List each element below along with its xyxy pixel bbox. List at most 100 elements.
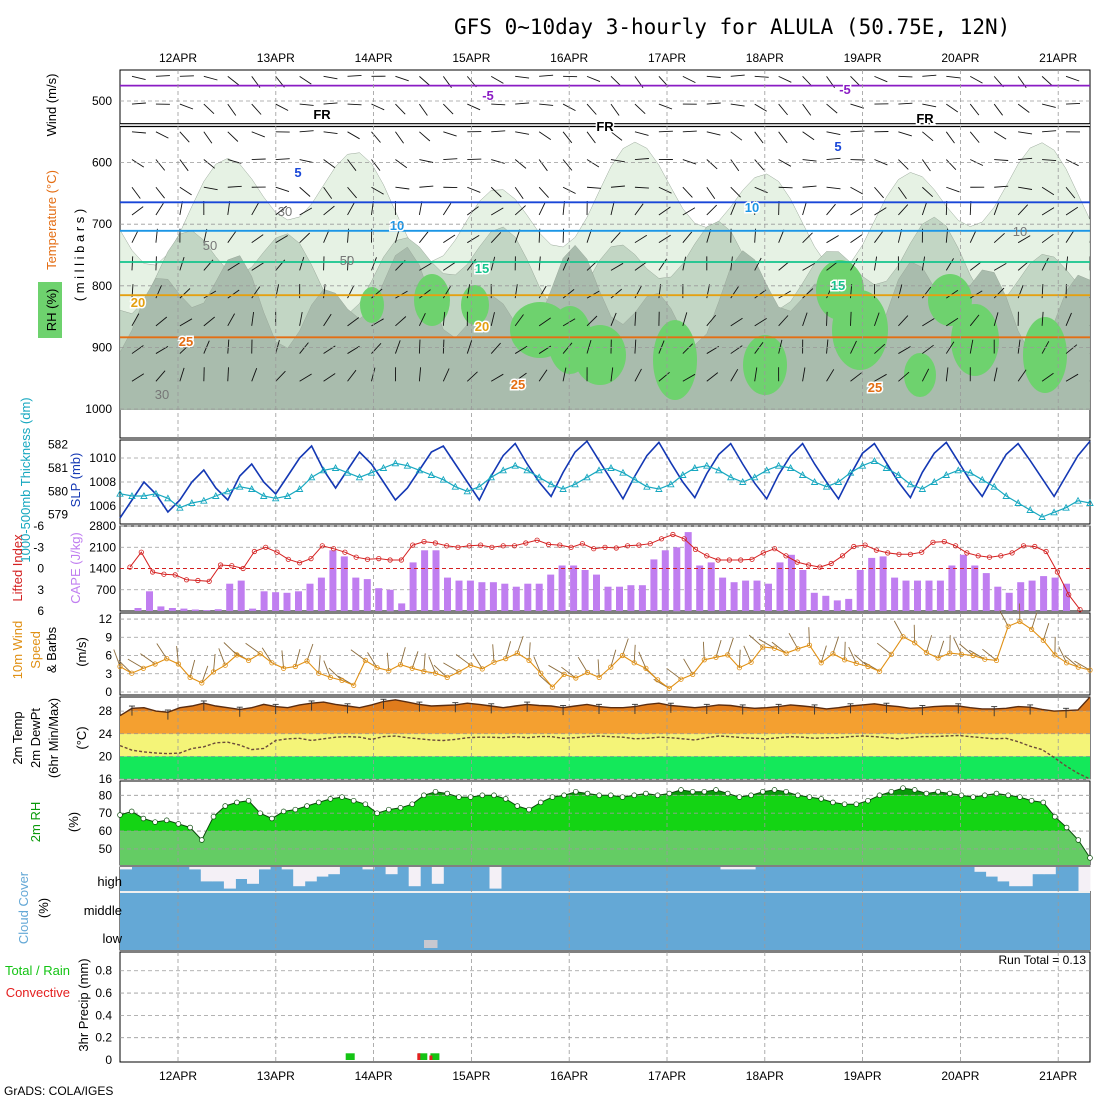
lifted-index-point xyxy=(975,553,981,559)
bottom-date-label: 15APR xyxy=(452,1069,490,1083)
wind-barb xyxy=(538,131,552,140)
wind10m-barb xyxy=(820,645,827,663)
wind-barb xyxy=(778,315,789,327)
wind-barb xyxy=(299,342,309,354)
thickness-point xyxy=(655,485,663,492)
wind-barb xyxy=(562,342,573,354)
rh2m-point xyxy=(432,788,439,795)
cape-bar xyxy=(466,580,474,611)
wind-barb xyxy=(610,312,617,327)
lifted-index-point xyxy=(1032,543,1038,550)
rh2m-point xyxy=(140,815,147,822)
wind10m-speed-point xyxy=(397,661,404,668)
wind10m-speed-point xyxy=(222,662,228,668)
wind10m-speed-point xyxy=(748,659,754,665)
wind-barb xyxy=(347,186,357,199)
wind10m-barb xyxy=(758,638,775,649)
rh2m-point xyxy=(584,790,591,797)
wind10m-unit-label: (m/s) xyxy=(74,637,89,667)
thickness-point xyxy=(846,468,855,476)
lifted-index-point xyxy=(760,550,766,556)
cloud-high-gap xyxy=(247,867,259,884)
rh2m-band xyxy=(120,831,1090,865)
credit-label: GrADS: COLA/IGES xyxy=(4,1084,113,1098)
cape-bar xyxy=(317,577,325,611)
wind-barb xyxy=(610,201,615,216)
cloud-high-gap xyxy=(720,867,733,870)
wind-barb xyxy=(1017,339,1021,354)
cape-bar xyxy=(340,556,348,611)
cape-bar xyxy=(959,554,967,611)
top-date-label: 17APR xyxy=(648,51,686,65)
wind10m-speed-point xyxy=(164,655,170,662)
rh2m-point xyxy=(362,801,369,807)
wind-barb xyxy=(395,75,409,82)
cape-bar xyxy=(799,570,807,611)
rh2m-point xyxy=(666,790,673,797)
cape-bar xyxy=(776,562,784,611)
wind-barb xyxy=(514,314,524,327)
rh2m-point xyxy=(502,796,509,802)
thickness-point xyxy=(786,464,795,471)
wind-barb xyxy=(275,158,290,160)
wind-barb xyxy=(562,289,575,299)
wind-barb xyxy=(754,289,767,299)
cape-bar xyxy=(810,592,818,611)
contour-label: 30 xyxy=(278,204,292,219)
wind-barb xyxy=(1065,312,1072,327)
wind-barb xyxy=(610,159,625,163)
thickness-point xyxy=(1050,508,1058,516)
wind-barb xyxy=(993,312,999,326)
rh2m-point xyxy=(841,801,848,807)
wind-barb xyxy=(850,76,861,87)
wind10m-barb xyxy=(683,658,694,675)
wind-barb xyxy=(658,371,670,382)
wind10m-barb xyxy=(113,649,121,667)
wind-barb xyxy=(634,131,649,136)
rh2m-point xyxy=(386,806,392,813)
wind-barb xyxy=(419,262,432,271)
rh-high-region xyxy=(574,325,626,385)
cloud-level-low: low xyxy=(102,931,122,946)
wind-barb xyxy=(802,288,814,299)
lifted-index-point xyxy=(681,536,687,542)
wind10m-speed-point xyxy=(573,675,579,681)
wind-barb xyxy=(491,75,504,84)
wind-barb xyxy=(1065,206,1079,216)
wind10m-axis-label-a: 10m Wind xyxy=(10,621,25,680)
wind10m-speed-point xyxy=(187,674,193,681)
lifted-index-point xyxy=(636,542,642,548)
wind-barb xyxy=(323,205,335,216)
wind-speed-tick-label: 0 xyxy=(105,685,112,699)
cape-bar xyxy=(673,547,681,612)
wind-barb xyxy=(514,372,527,382)
wind-barb xyxy=(371,257,377,271)
wind10m-speed-point xyxy=(538,670,544,676)
thickness-point xyxy=(571,480,579,488)
wind10m-barb xyxy=(318,655,321,674)
rh2m-point xyxy=(900,785,906,791)
wind-barb xyxy=(634,203,644,216)
rh2m-point xyxy=(222,803,228,809)
wind-barb xyxy=(251,262,264,271)
slp-thickness-panel: 1010 1008 1006 582 581 580 579 xyxy=(48,438,1094,524)
wind-barb xyxy=(922,131,934,142)
wind-barb xyxy=(969,103,980,116)
wind-barb xyxy=(131,186,141,199)
wind-barb xyxy=(347,345,360,354)
wind-barb xyxy=(658,206,671,216)
wind-axis-label: Wind (m/s) xyxy=(44,74,59,137)
lifted-index-tick-label: -6 xyxy=(33,519,44,533)
wind-barb xyxy=(778,103,788,116)
wind10m-barb xyxy=(953,637,962,655)
lifted-index-point xyxy=(364,556,371,562)
cloud-high-gap xyxy=(200,867,213,882)
cape-bar xyxy=(375,588,383,611)
wind10m-speed-point xyxy=(982,656,988,662)
lifted-index-point xyxy=(658,536,665,542)
wind-barb xyxy=(658,130,673,133)
wind-barb xyxy=(586,131,596,144)
wind10m-speed-point xyxy=(210,669,217,675)
wind10m-speed-point xyxy=(409,665,415,671)
cape-bar xyxy=(982,573,990,611)
